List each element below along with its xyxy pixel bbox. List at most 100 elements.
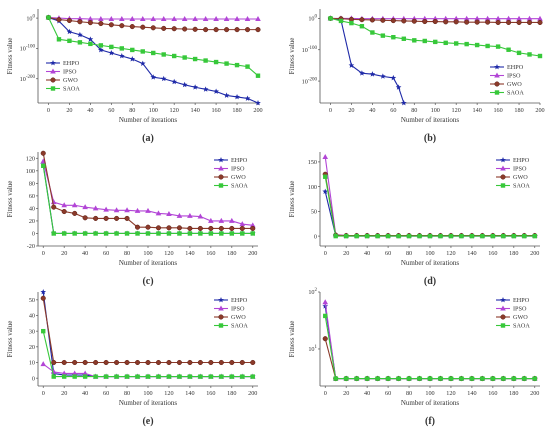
data-point-saoa <box>375 376 380 381</box>
data-point-ehpo <box>77 31 83 38</box>
data-point-ipso <box>322 299 329 305</box>
x-tick-label: 40 <box>82 250 88 257</box>
data-point-ehpo <box>322 188 329 195</box>
data-point-saoa <box>343 233 349 239</box>
data-point-saoa <box>385 233 391 239</box>
data-point-saoa <box>119 46 125 51</box>
x-tick-label: 160 <box>206 250 215 257</box>
chart-panel: 0 20 40 60 80 100 120 140 160 180 200 -20 0 20 40 60 80 1… <box>6 150 260 287</box>
y-tick-label: 50 <box>29 297 35 304</box>
data-point-saoa <box>135 231 140 236</box>
data-point-ehpo <box>108 49 115 56</box>
data-point-ipso <box>139 16 146 22</box>
x-tick-label: 80 <box>406 390 412 397</box>
data-point-gwo <box>422 18 428 25</box>
data-point-saoa <box>438 233 443 239</box>
data-point-saoa <box>166 231 172 236</box>
data-point-saoa <box>51 374 56 379</box>
x-tick-label: 40 <box>364 250 370 257</box>
data-point-gwo <box>129 24 135 30</box>
data-point-gwo <box>114 359 120 366</box>
data-point-gwo <box>380 17 386 23</box>
legend-marker <box>494 72 500 78</box>
data-point-ipso <box>442 15 449 21</box>
data-point-gwo <box>66 17 72 24</box>
legend-marker <box>494 81 500 87</box>
data-point-saoa <box>448 376 454 381</box>
data-point-saoa <box>124 231 130 236</box>
data-point-saoa <box>198 374 203 379</box>
legend-marker <box>50 86 56 91</box>
legend-label: GWO <box>231 314 246 321</box>
legend-label: SAOA <box>507 90 524 97</box>
data-point-saoa <box>490 376 496 381</box>
x-tick-label: 200 <box>530 250 539 257</box>
data-point-saoa <box>103 231 109 236</box>
data-point-gwo <box>51 204 57 210</box>
data-point-ipso <box>113 207 120 213</box>
data-point-gwo <box>485 19 491 25</box>
data-point-ipso <box>322 153 329 159</box>
data-point-saoa <box>77 40 83 45</box>
data-point-saoa <box>516 50 522 56</box>
data-point-saoa <box>343 376 349 381</box>
y-tick-label: 10-200 <box>302 77 318 85</box>
data-point-ipso <box>516 15 522 21</box>
data-point-ipso <box>103 206 109 212</box>
data-point-saoa <box>229 231 235 236</box>
y-tick-label: 10-100 <box>20 45 36 53</box>
data-point-ipso <box>160 16 167 22</box>
x-tick-label: 160 <box>488 250 497 257</box>
data-point-ipso <box>526 15 533 21</box>
data-point-saoa <box>198 231 203 236</box>
data-point-saoa <box>537 53 543 59</box>
data-point-ipso <box>82 370 88 376</box>
y-tick-label: 0 <box>32 375 35 382</box>
y-tick-label: 80 <box>29 181 35 188</box>
y-tick-label: 10 <box>29 360 35 367</box>
legend-marker <box>218 157 224 163</box>
data-point-saoa <box>130 47 135 53</box>
data-point-saoa <box>443 40 448 46</box>
data-point-saoa <box>109 44 114 50</box>
chart-panel: 0 20 40 60 80 100 120 140 160 180 200 0 10 20 30 40 50 Nu… <box>6 289 260 427</box>
x-tick-label: 160 <box>206 390 215 397</box>
legend-label: EHPO <box>231 297 248 304</box>
data-point-gwo <box>197 359 203 366</box>
data-point-gwo <box>176 225 182 231</box>
data-point-gwo <box>224 27 230 33</box>
legend-marker <box>500 305 506 311</box>
x-tick-label: 40 <box>87 107 93 114</box>
x-tick-label: 180 <box>514 107 523 114</box>
data-point-ipso <box>108 16 115 22</box>
data-point-gwo <box>103 359 109 366</box>
data-point-saoa <box>229 374 235 379</box>
data-point-saoa <box>219 374 224 379</box>
data-point-saoa <box>250 231 255 236</box>
x-tick-label: 120 <box>446 250 455 257</box>
data-point-gwo <box>359 17 365 23</box>
data-point-saoa <box>375 233 380 239</box>
data-point-saoa <box>485 43 490 49</box>
x-tick-label: 140 <box>185 250 194 257</box>
y-axis-label: Fitness value <box>6 181 14 218</box>
x-tick-label: 80 <box>124 250 130 257</box>
data-point-saoa <box>323 174 328 179</box>
x-tick-label: 120 <box>164 250 173 257</box>
x-tick-label: 140 <box>467 250 476 257</box>
data-point-saoa <box>406 233 412 239</box>
y-tick-label: 102 <box>308 288 317 296</box>
x-tick-label: 200 <box>530 390 539 397</box>
data-point-saoa <box>140 49 145 54</box>
data-point-ehpo <box>213 88 219 94</box>
legend-label: SAOA <box>231 183 248 190</box>
legend-marker <box>500 183 506 188</box>
legend-marker <box>50 68 56 74</box>
data-point-ipso <box>537 15 543 21</box>
y-axis-label: Fitness value <box>6 321 14 358</box>
chart-panel: 0 20 40 60 80 100 120 140 160 180 200 100 10-100 10-2… <box>6 9 263 144</box>
legend-label: GWO <box>63 77 78 84</box>
data-point-saoa <box>250 374 255 379</box>
